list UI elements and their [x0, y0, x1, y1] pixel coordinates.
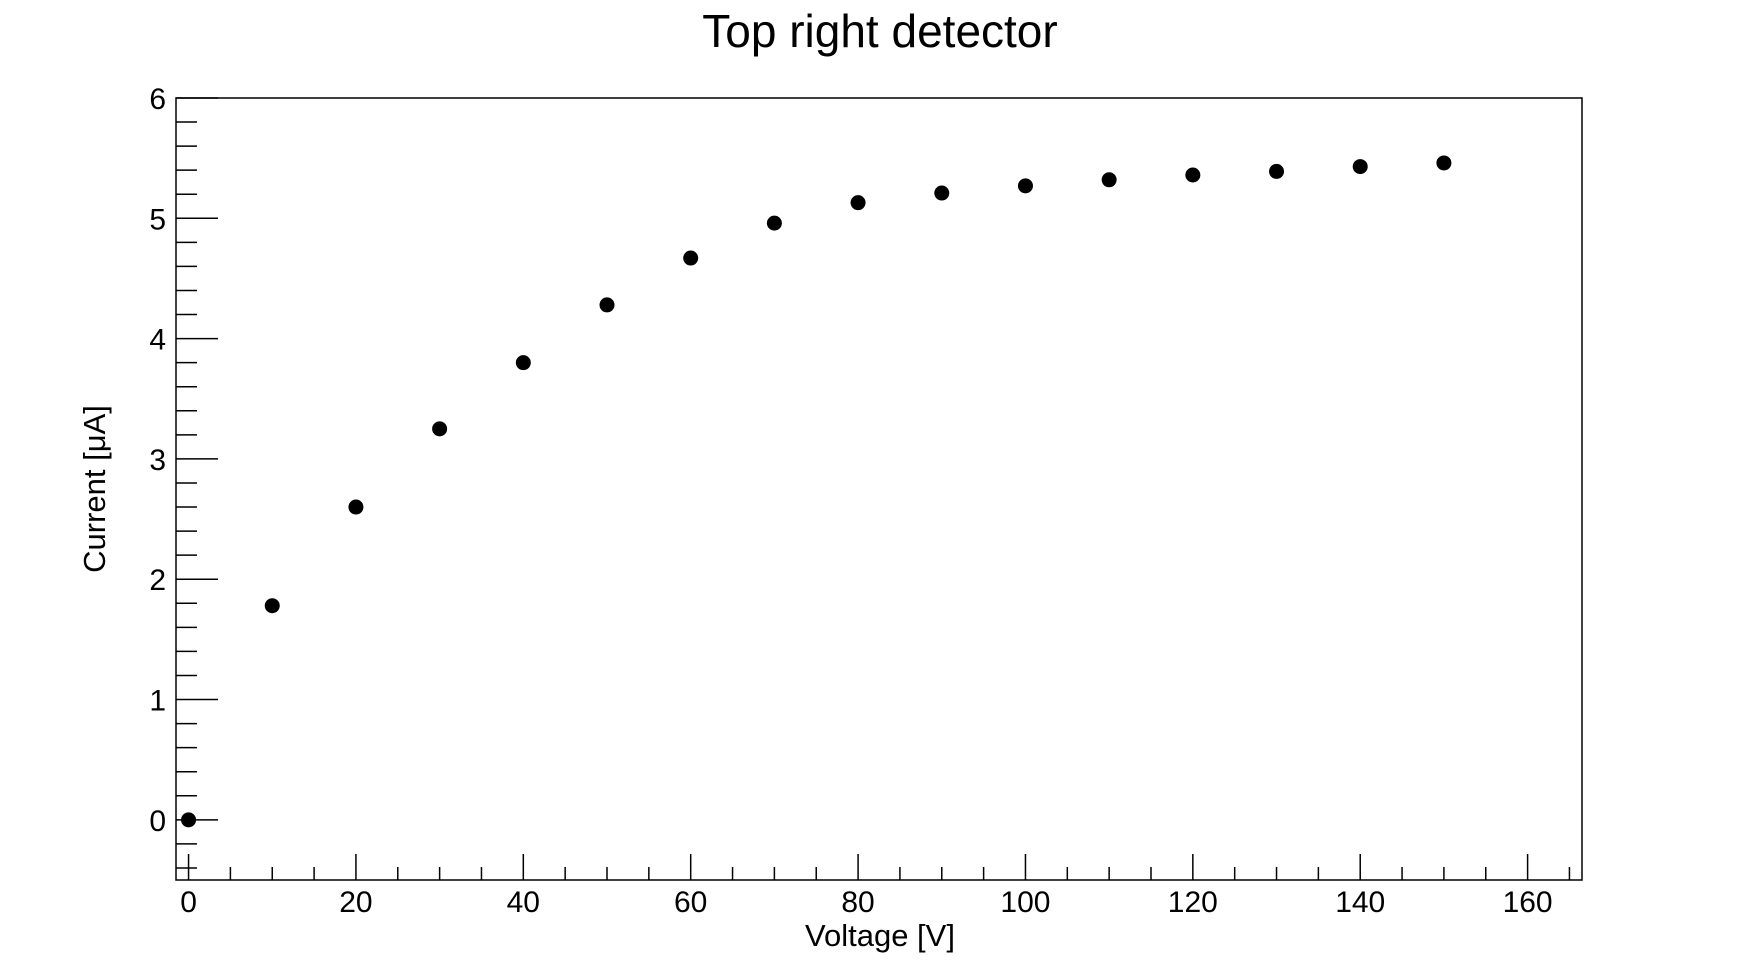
x-tick-label: 100 [1000, 886, 1050, 919]
data-point [348, 499, 364, 515]
y-axis-label: Current [μA] [77, 405, 112, 573]
y-tick-label: 5 [149, 203, 166, 236]
x-tick-label: 60 [674, 886, 707, 919]
data-point [181, 812, 197, 828]
data-point [1352, 159, 1368, 175]
data-point [683, 250, 699, 266]
y-minor-ticks [176, 121, 197, 869]
x-tick-label: 140 [1335, 886, 1385, 919]
data-point [1269, 163, 1285, 179]
y-tick-label: 0 [149, 805, 166, 838]
x-tick-label: 160 [1503, 886, 1553, 919]
data-point [599, 297, 615, 313]
y-major-ticks [176, 97, 218, 821]
y-tick-label: 4 [149, 324, 166, 357]
data-point [1436, 155, 1452, 171]
data-point [1101, 172, 1117, 188]
x-tick-labels: 0 20 40 60 80 100 120 140 160 [180, 886, 1552, 919]
y-tick-labels: 0 1 2 3 4 5 6 [149, 83, 166, 838]
x-major-ticks [187, 854, 1529, 880]
y-tick-label: 1 [149, 685, 166, 718]
y-tick-label: 3 [149, 444, 166, 477]
data-point [1017, 178, 1033, 194]
data-points [181, 155, 1452, 828]
data-point [264, 598, 280, 614]
x-axis-label: Voltage [V] [805, 918, 955, 953]
data-point [432, 421, 448, 437]
data-point [766, 215, 782, 231]
plot-frame [175, 97, 1583, 881]
data-point [515, 355, 531, 371]
y-tick-label: 6 [149, 83, 166, 116]
x-tick-label: 40 [507, 886, 540, 919]
data-point [934, 185, 950, 201]
x-tick-label: 120 [1168, 886, 1218, 919]
data-point [850, 195, 866, 211]
x-tick-label: 20 [339, 886, 372, 919]
chart-title: Top right detector [702, 5, 1057, 57]
data-point [1185, 167, 1201, 183]
x-minor-ticks [229, 867, 1571, 880]
x-tick-label: 0 [180, 886, 197, 919]
y-tick-label: 2 [149, 564, 166, 597]
x-tick-label: 80 [841, 886, 874, 919]
